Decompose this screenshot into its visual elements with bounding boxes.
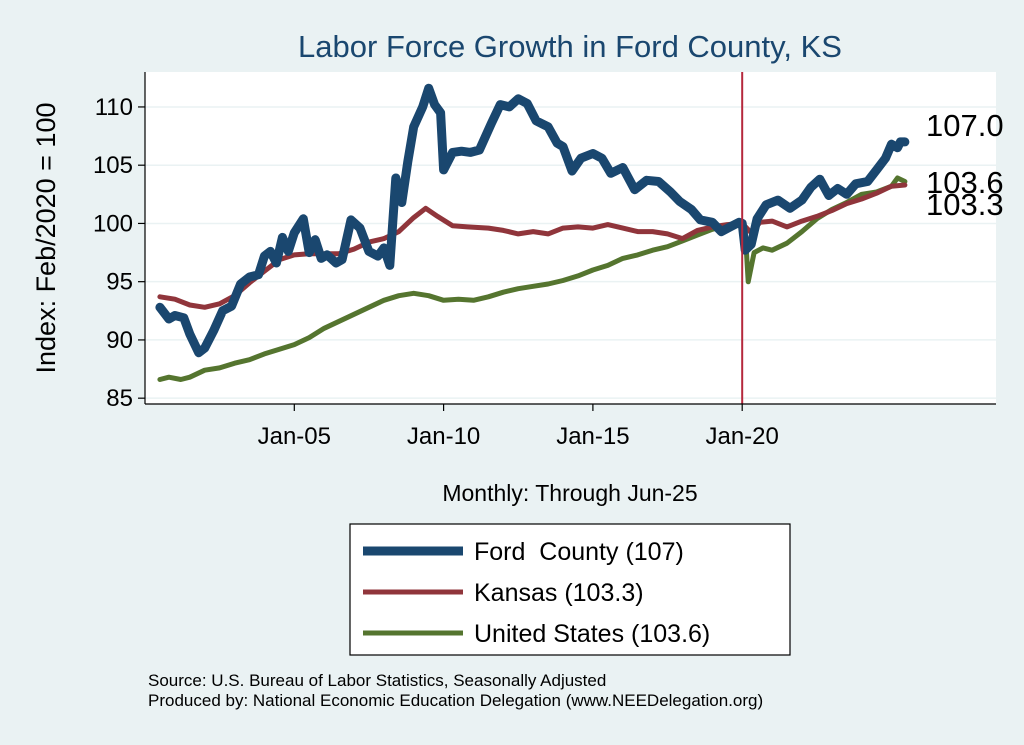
chart: Labor Force Growth in Ford County, KS 85… bbox=[31, 29, 1004, 656]
legend: Ford County (107) Kansas (103.3) United … bbox=[349, 523, 791, 656]
source-line: Source: U.S. Bureau of Labor Statistics,… bbox=[148, 671, 607, 690]
source-note: Source: U.S. Bureau of Labor Statistics,… bbox=[148, 671, 763, 711]
chart-title: Labor Force Growth in Ford County, KS bbox=[298, 29, 842, 64]
x-axis-ticks: Jan-05 Jan-10 Jan-15 Jan-20 bbox=[258, 404, 779, 450]
y-tick-label-110: 110 bbox=[95, 94, 133, 121]
y-axis-ticks: 85 90 95 100 105 110 bbox=[93, 94, 145, 412]
y-tick-label-105: 105 bbox=[93, 152, 133, 179]
end-label-1: 103.3 bbox=[926, 187, 1004, 222]
legend-label-united-states: United States (103.6) bbox=[474, 620, 710, 648]
end-label-0: 107.0 bbox=[926, 108, 1004, 143]
series-line-ford-county bbox=[155, 83, 910, 358]
series-layer bbox=[155, 83, 910, 382]
x-tick-label-jan-10: Jan-10 bbox=[407, 423, 480, 450]
legend-label-ford-county: Ford County (107) bbox=[474, 538, 684, 566]
y-tick-label-85: 85 bbox=[106, 385, 133, 412]
y-tick-label-90: 90 bbox=[106, 327, 133, 354]
x-tick-label-jan-05: Jan-05 bbox=[258, 423, 331, 450]
series-line-kansas bbox=[157, 182, 908, 310]
y-tick-label-95: 95 bbox=[106, 269, 133, 296]
y-tick-label-100: 100 bbox=[93, 210, 133, 237]
x-tick-label-jan-15: Jan-15 bbox=[556, 423, 629, 450]
y-axis-label: Index: Feb/2020 = 100 bbox=[31, 103, 61, 374]
x-axis-label: Monthly: Through Jun-25 bbox=[442, 480, 697, 506]
x-tick-label-jan-20: Jan-20 bbox=[705, 423, 778, 450]
legend-label-kansas: Kansas (103.3) bbox=[474, 579, 644, 607]
end-label-2: 103.6 bbox=[926, 165, 1004, 200]
plot-area bbox=[145, 72, 996, 404]
series-line-united-states bbox=[157, 175, 908, 382]
producer-line: Produced by: National Economic Education… bbox=[148, 691, 764, 710]
